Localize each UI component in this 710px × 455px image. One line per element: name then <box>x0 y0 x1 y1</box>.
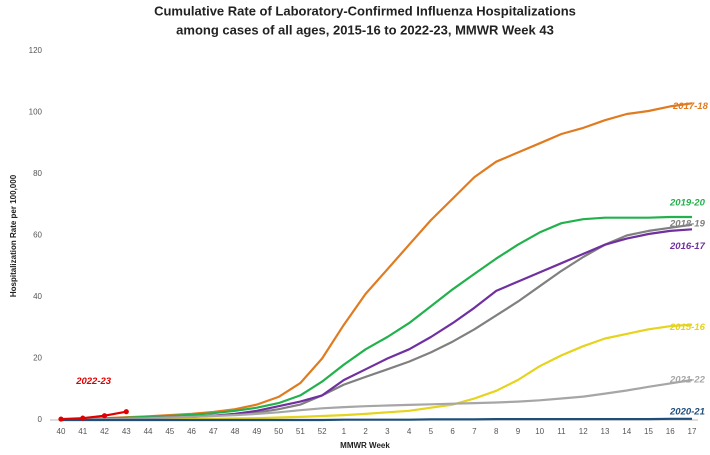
y-tick-label: 40 <box>33 292 42 301</box>
series-line <box>60 215 692 421</box>
series-line <box>60 410 127 421</box>
y-tick-label: 120 <box>29 46 43 55</box>
x-tick-label: 1 <box>342 427 347 436</box>
series-line <box>61 417 692 422</box>
x-tick-label: 41 <box>78 427 87 436</box>
series-label: 2017-18 <box>672 101 709 112</box>
y-tick-label: 0 <box>38 415 43 424</box>
x-tick-label: 11 <box>557 427 566 436</box>
x-tick-label: 48 <box>231 427 240 436</box>
point <box>123 409 129 415</box>
x-tick-label: 15 <box>644 427 653 436</box>
series-line <box>60 228 693 421</box>
y-tick-label: 100 <box>29 108 43 117</box>
x-tick-label: 7 <box>472 427 477 436</box>
series-label: 2020-21 <box>669 406 705 417</box>
x-tick-label: 50 <box>274 427 283 436</box>
x-tick-label: 52 <box>318 427 327 436</box>
y-tick-label: 20 <box>33 354 42 363</box>
y-tick-label: 80 <box>33 169 42 178</box>
x-tick-label: 8 <box>494 427 499 436</box>
point <box>101 413 108 419</box>
x-tick-label: 40 <box>57 427 66 436</box>
series-label: 2022-23 <box>75 376 112 387</box>
series-line <box>60 223 693 421</box>
x-tick-label: 14 <box>622 427 631 436</box>
chart-subtitle: among cases of all ages, 2015-16 to 2022… <box>176 22 554 37</box>
y-tick-label: 60 <box>33 231 42 240</box>
series-label: 2021-22 <box>669 375 706 386</box>
chart-title: Cumulative Rate of Laboratory-Confirmed … <box>154 3 576 18</box>
series-label: 2016-17 <box>669 241 706 252</box>
x-axis-title: MMWR Week <box>340 441 390 450</box>
x-tick-label: 46 <box>187 427 196 436</box>
x-tick-label: 12 <box>579 427 588 436</box>
x-tick-label: 10 <box>535 427 544 436</box>
x-tick-label: 4 <box>407 427 412 436</box>
x-tick-label: 51 <box>296 427 305 436</box>
y-axis-title: Hospitalization Rate per 100,000 <box>9 174 18 297</box>
series-label: 2019-20 <box>669 198 706 209</box>
series-line <box>60 378 693 421</box>
x-tick-label: 47 <box>209 427 218 436</box>
x-tick-label: 42 <box>100 427 109 436</box>
x-tick-label: 45 <box>165 427 174 436</box>
point <box>80 415 86 421</box>
series-label: 2015-16 <box>669 322 706 333</box>
x-tick-label: 2 <box>363 427 368 436</box>
x-tick-label: 9 <box>516 427 521 436</box>
x-tick-label: 5 <box>429 427 434 436</box>
x-tick-label: 3 <box>385 427 390 436</box>
x-tick-label: 6 <box>450 427 455 436</box>
x-tick-label: 17 <box>688 427 697 436</box>
x-tick-label: 43 <box>122 427 131 436</box>
x-tick-label: 16 <box>666 427 675 436</box>
series-label: 2018-19 <box>669 218 706 229</box>
point <box>58 416 64 422</box>
x-tick-label: 44 <box>144 427 153 436</box>
x-tick-label: 49 <box>252 427 261 436</box>
x-tick-label: 13 <box>601 427 610 436</box>
